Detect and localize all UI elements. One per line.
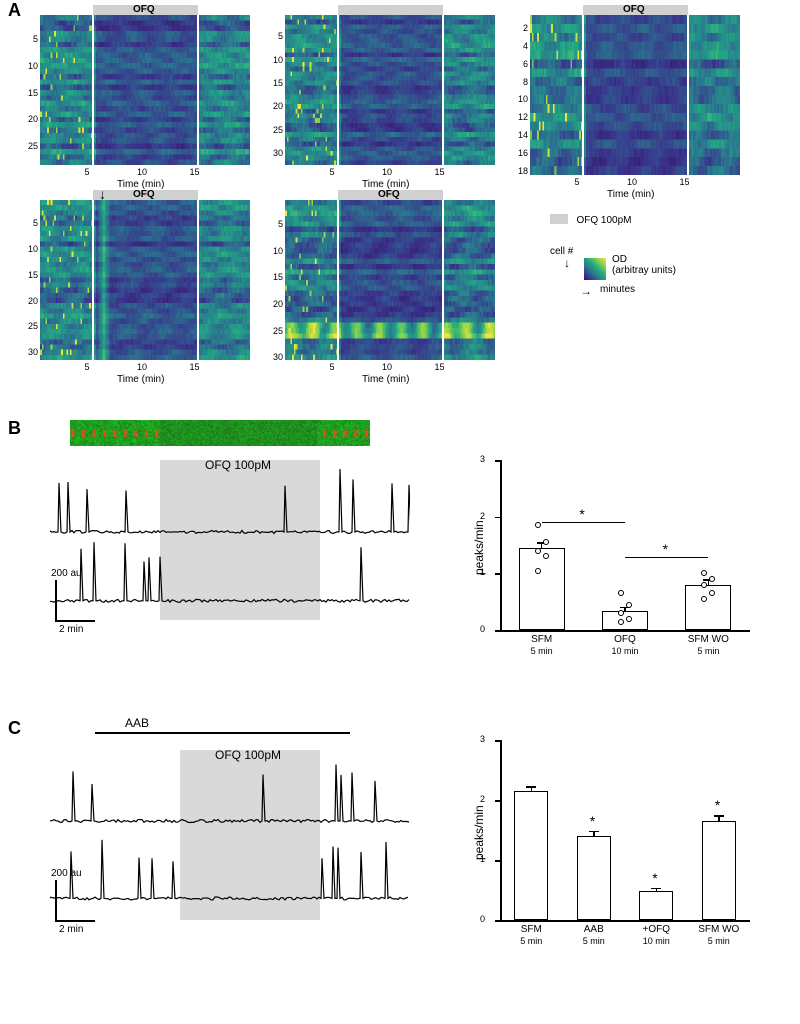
barchart-b: 0123peaks/minSFM5 minOFQ10 minSFM WO5 mi… [460,450,760,690]
heatmap: OFQ2468101214161851015Time (min) [530,15,740,175]
legend-colormap: ↓ cell # OD (arbitray units) → minutes [550,250,631,300]
heatmap: OFQ51015202551015Time (min) [40,15,250,165]
heatmap: OFQ↓5101520253051015Time (min) [40,200,250,360]
legend-ofq: OFQ 100pM [550,210,631,228]
legend-minutes: minutes [600,284,635,295]
section-b: OFQ 100pM200 au2 min 0123peaks/minSFM5 m… [20,420,780,710]
legend-od: OD (arbitray units) [612,254,676,276]
colormap-icon [584,258,606,280]
panel-label-a: A [8,0,21,21]
ofq-swatch-text: OFQ 100pM [576,215,631,226]
barchart-c: 0123peaks/minSFM5 min*AAB5 min*+OFQ10 mi… [460,730,760,980]
legend: OFQ 100pM ↓ cell # OD (arbitray units) →… [550,210,631,300]
arrow-down-icon: ↓ [564,256,570,270]
traces-b: OFQ 100pM200 au2 min [50,460,410,620]
traces-c: OFQ 100pMAAB200 au2 min [50,740,410,920]
arrow-right-icon: → [580,284,592,298]
heatmap: 5101520253051015Time (min) [285,15,495,165]
section-a: OFQ51015202551015Time (min)5101520253051… [40,0,780,400]
ofq-swatch [550,214,568,224]
legend-cell-num: cell # [550,246,573,257]
heatmap: OFQ5101520253051015Time (min) [285,200,495,360]
linescan-b [70,420,370,446]
section-c: OFQ 100pMAAB200 au2 min 0123peaks/minSFM… [20,720,780,1010]
